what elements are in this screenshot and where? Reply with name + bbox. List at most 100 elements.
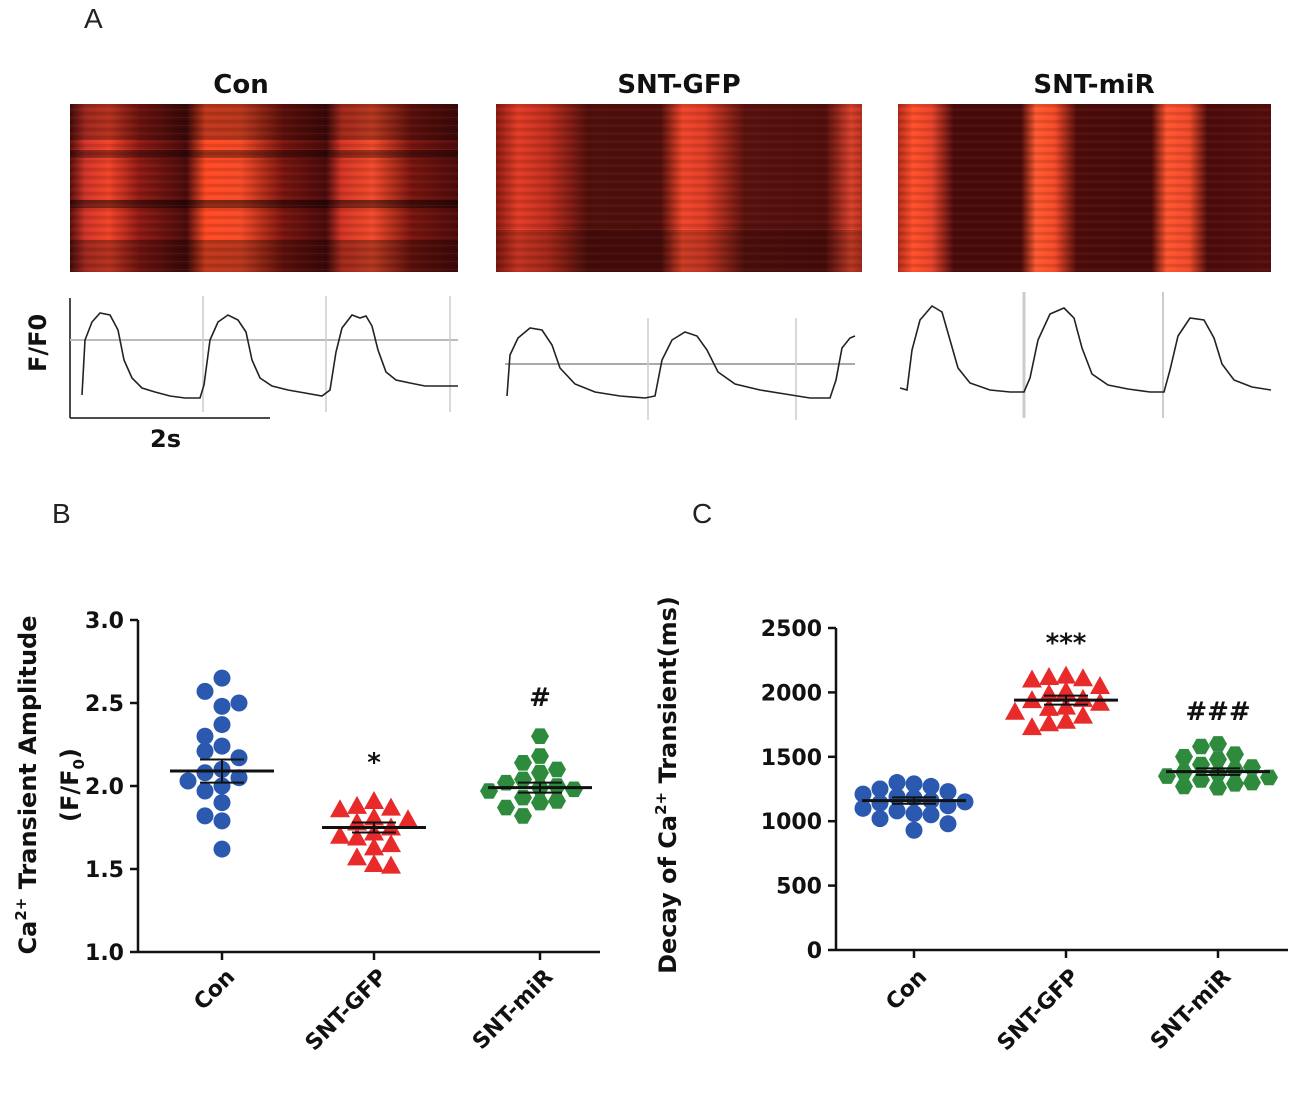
chart-c-point-con <box>871 810 889 828</box>
chart-b-category-label-snt-mir: SNT-miR <box>468 965 558 1055</box>
chart-b-point-snt-mir <box>531 794 549 811</box>
chart-b-point-snt-mir <box>531 748 549 764</box>
chart-c-category-label-snt-mir: SNT-miR <box>1146 965 1236 1055</box>
chart-c-ytick-label: 500 <box>776 875 822 900</box>
panel-letter-b: B <box>52 498 71 529</box>
chart-c-point-snt-mir <box>1243 774 1261 791</box>
chart-c-category-label-con: Con <box>881 965 932 1016</box>
chart-c-point-snt-mir <box>1192 772 1210 788</box>
chart-c-point-snt-gfp <box>1039 683 1059 702</box>
chart-c-point-snt-gfp <box>1039 713 1059 732</box>
chart-b-point-con <box>213 669 231 687</box>
panel-letter-c: C <box>692 498 712 529</box>
chart-b-point-snt-gfp <box>330 825 350 844</box>
chart-c-point-snt-gfp <box>1073 705 1093 724</box>
chart-b-point-con <box>213 737 231 755</box>
chart-b-point-con <box>213 840 231 858</box>
chart-b-point-con <box>230 694 248 712</box>
chart-b-point-snt-gfp <box>398 809 418 828</box>
chart-b-ytick-label: 1.5 <box>85 858 124 883</box>
chart-c-point-snt-mir <box>1192 738 1210 755</box>
chart-c-category-label-snt-gfp: SNT-GFP <box>993 965 1084 1056</box>
chart-c-point-snt-mir <box>1226 746 1244 762</box>
trace-con <box>69 296 458 419</box>
chart-c-ylabel: Decay of Ca2+ Transient(ms) <box>652 596 682 974</box>
chart-c-point-snt-gfp <box>1090 692 1110 711</box>
chart-b-point-con <box>213 794 231 812</box>
chart-c-point-snt-gfp <box>1090 675 1110 694</box>
trace-ylabel-text: F/F0 <box>24 314 52 372</box>
chart-b-point-snt-gfp <box>381 834 401 853</box>
chart-b-point-snt-mir <box>514 808 532 824</box>
chart-b-ylabel-unit: (F/F0) <box>56 748 88 822</box>
chart-b-point-snt-gfp <box>364 837 384 856</box>
chart-b-point-snt-gfp <box>381 797 401 816</box>
chart-b-point-snt-mir <box>565 781 583 798</box>
chart-c-point-snt-gfp <box>1039 666 1059 685</box>
chart-b-point-snt-gfp <box>364 790 384 809</box>
chart-b-point-con <box>196 807 214 825</box>
chart-c-significance-snt-gfp: *** <box>1046 629 1087 659</box>
linescan-title-snt-gfp: SNT-GFP <box>617 70 740 100</box>
linescan-image-snt-mir <box>898 104 1271 272</box>
chart-b-point-snt-gfp <box>381 855 401 874</box>
chart-c-point-con <box>854 799 872 817</box>
chart-b-point-con <box>196 682 214 700</box>
chart-c-decay: Decay of Ca2+ Transient(ms) 0 500 1000 1500… <box>652 596 1288 1056</box>
chart-c-point-snt-mir <box>1175 749 1193 765</box>
chart-c-ytick-label: 1000 <box>761 810 822 835</box>
chart-c-ytick-label: 0 <box>807 939 822 964</box>
chart-c-ytick-label: 2500 <box>761 617 822 642</box>
chart-b-category-label-snt-gfp: SNT-GFP <box>301 965 392 1056</box>
chart-b-category-label-con: Con <box>189 965 240 1016</box>
chart-c-point-con <box>871 780 889 798</box>
chart-c-ytick-label: 2000 <box>761 681 822 706</box>
chart-b-point-snt-mir <box>548 761 566 778</box>
chart-c-point-snt-gfp <box>1056 681 1076 700</box>
chart-b-point-snt-gfp <box>364 807 384 826</box>
chart-c-point-con <box>922 806 940 824</box>
chart-c-point-snt-gfp <box>1005 701 1025 720</box>
chart-b-point-snt-gfp <box>347 847 367 866</box>
chart-c-point-con <box>854 785 872 803</box>
linescan-image-snt-gfp <box>496 104 862 272</box>
chart-c-point-con <box>905 775 923 793</box>
chart-c-point-snt-gfp <box>1056 665 1076 684</box>
chart-c-point-snt-mir <box>1226 761 1244 778</box>
chart-c-point-snt-mir <box>1260 769 1278 786</box>
chart-b-point-snt-mir <box>514 755 532 771</box>
chart-b-point-snt-gfp <box>347 795 367 814</box>
chart-b-significance-snt-gfp: * <box>367 748 381 778</box>
chart-c-ytick-label: 1500 <box>761 746 822 771</box>
chart-b-point-con <box>196 764 214 782</box>
chart-c-point-con <box>871 794 889 812</box>
chart-b-point-snt-gfp <box>364 854 384 873</box>
chart-b-point-snt-gfp <box>347 827 367 846</box>
chart-b-point-con <box>196 782 214 800</box>
chart-c-point-snt-mir <box>1226 776 1244 792</box>
chart-c-point-con <box>888 774 906 792</box>
trace-snt-gfp <box>505 318 856 420</box>
chart-b-point-snt-gfp <box>330 799 350 818</box>
chart-c-point-snt-gfp <box>1073 668 1093 687</box>
chart-b-ytick-label: 3.0 <box>85 609 124 634</box>
chart-b-point-con <box>213 812 231 830</box>
chart-c-point-snt-gfp <box>1022 669 1042 688</box>
chart-b-ylabel-line1: Ca2+ Transient Amplitude <box>12 616 42 955</box>
chart-c-point-snt-gfp <box>1056 710 1076 729</box>
panel-letter-a: A <box>84 3 103 34</box>
chart-b-point-snt-mir <box>514 771 532 788</box>
linescan-image-con <box>70 104 458 272</box>
chart-c-point-snt-gfp <box>1022 717 1042 736</box>
chart-b-ylabel: Ca2+ Transient Amplitude <box>12 616 42 955</box>
chart-b-point-snt-mir <box>480 783 498 799</box>
chart-c-point-snt-gfp <box>1073 688 1093 707</box>
chart-c-point-con <box>905 804 923 822</box>
chart-b-ytick-label: 1.0 <box>85 941 124 966</box>
chart-b-point-con <box>196 742 214 760</box>
chart-c-significance-snt-mir: ### <box>1185 697 1250 727</box>
chart-c-point-con <box>939 783 957 801</box>
chart-c-point-snt-mir <box>1209 751 1227 768</box>
chart-b-point-snt-mir <box>514 789 532 806</box>
